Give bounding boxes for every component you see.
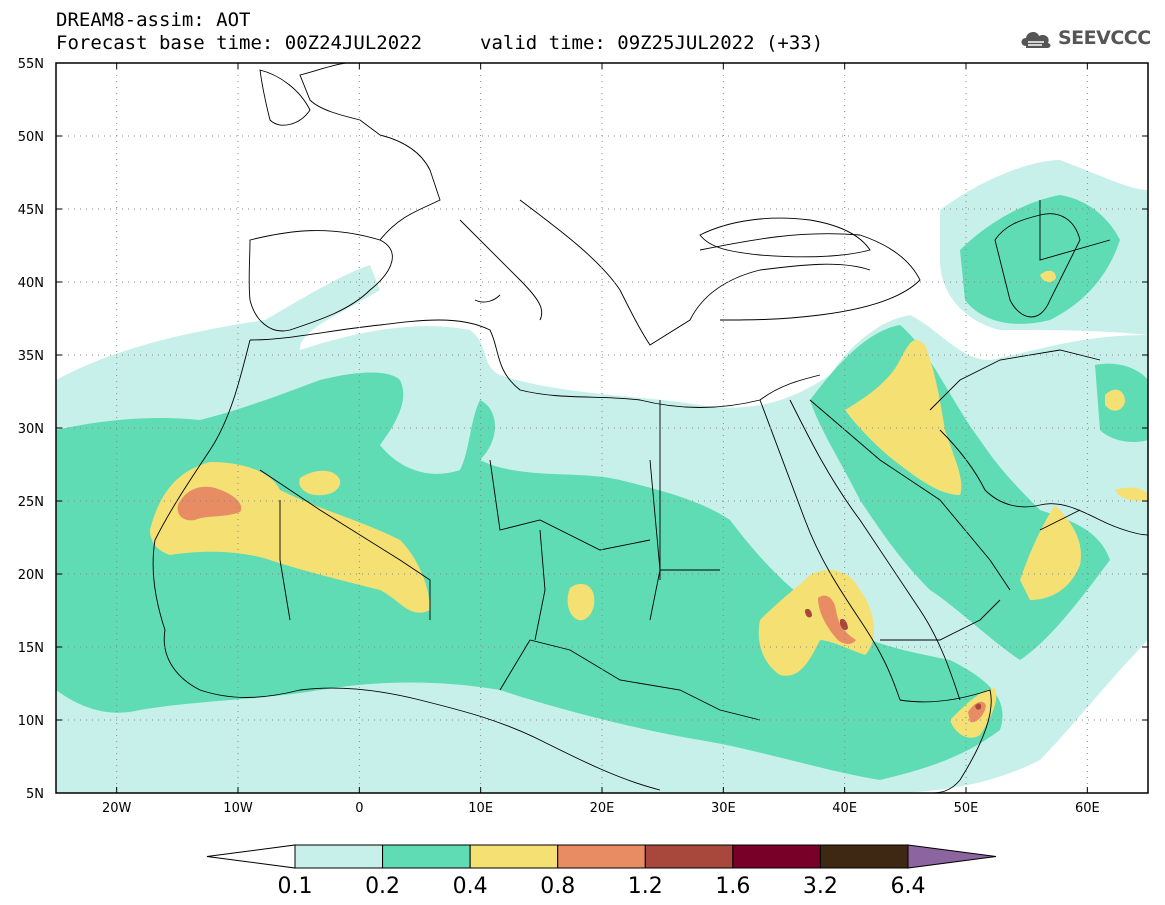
lon-label: 10E bbox=[468, 801, 493, 816]
lon-label: 50E bbox=[954, 801, 979, 816]
colorbar-segment bbox=[294, 844, 384, 869]
cloud-icon bbox=[1021, 32, 1051, 48]
seevccc-logo: SEEVCCC bbox=[1018, 26, 1151, 50]
coastlines-borders bbox=[152, 63, 1148, 793]
aot-0.4-sudan bbox=[758, 570, 875, 676]
colorbar-segment bbox=[469, 844, 559, 869]
coast-italy bbox=[459, 219, 543, 321]
border-yemen bbox=[880, 599, 1001, 641]
lat-label: 5N bbox=[26, 787, 44, 802]
aot-0.4-iran bbox=[1105, 389, 1125, 411]
longitude-labels: 20W 10W 0 10E 20E 30E 40E 50E 60E bbox=[102, 801, 1100, 816]
colorbar-labels: 0.1 0.2 0.4 0.8 1.2 1.6 3.2 6.4 bbox=[278, 874, 926, 899]
latitude-labels: 55N 50N 45N 40N 35N 30N 25N 20N 15N 10N 5N bbox=[18, 57, 44, 802]
aot-0.4-iraq bbox=[845, 340, 962, 495]
coast-caspian bbox=[994, 213, 1081, 318]
lat-label: 25N bbox=[18, 495, 44, 510]
border-libya-egypt bbox=[489, 400, 661, 580]
border-algeria-mali bbox=[259, 469, 431, 621]
aot-0.2-sahara-west bbox=[56, 372, 1003, 780]
lat-label: 50N bbox=[18, 130, 44, 145]
aot-field bbox=[56, 160, 1148, 793]
map-title: DREAM8-assim: AOT bbox=[56, 9, 251, 31]
colorbar-segment bbox=[382, 844, 471, 869]
lon-label: 0 bbox=[355, 801, 363, 816]
aot-1.2-sudan bbox=[805, 608, 812, 618]
border-central-africa bbox=[499, 639, 761, 721]
coast-balkans-greece bbox=[519, 199, 871, 346]
colorbar-label: 0.1 bbox=[278, 874, 313, 899]
border-iran bbox=[929, 349, 1101, 411]
colorbar-segment bbox=[557, 844, 646, 869]
colorbar-over-triangle bbox=[907, 844, 997, 869]
lat-label: 35N bbox=[18, 349, 44, 364]
colorbar-label: 6.4 bbox=[891, 874, 926, 899]
colorbar-label: 0.4 bbox=[453, 874, 488, 899]
lon-label: 60E bbox=[1075, 801, 1100, 816]
aot-1.2-somalia bbox=[975, 703, 982, 710]
aot-0.8-western-sahara bbox=[177, 486, 242, 521]
lon-label: 40E bbox=[832, 801, 857, 816]
aot-1.2-eritrea bbox=[840, 618, 848, 631]
colorbar bbox=[206, 844, 997, 869]
aot-0.4-arabia-east bbox=[1115, 487, 1148, 501]
lat-label: 15N bbox=[18, 641, 44, 656]
lat-label: 40N bbox=[18, 276, 44, 291]
colorbar-segment bbox=[732, 844, 821, 869]
lon-label: 20W bbox=[102, 801, 132, 816]
colorbar-segment bbox=[644, 844, 734, 869]
colorbar-label: 1.6 bbox=[715, 874, 750, 899]
border-saudi bbox=[809, 399, 1081, 591]
lat-label: 45N bbox=[18, 203, 44, 218]
axis-ticks bbox=[56, 62, 1148, 794]
colorbar-under-triangle bbox=[206, 844, 296, 869]
aot-0.4-oman bbox=[1020, 505, 1081, 600]
coast-france-europe bbox=[299, 63, 441, 241]
aot-0.4-kazakh bbox=[1040, 270, 1056, 283]
forecast-base-time: Forecast base time: 00Z24JUL2022 bbox=[56, 32, 423, 54]
colorbar-segment bbox=[819, 844, 909, 869]
coast-west-africa bbox=[152, 339, 661, 791]
coast-red-sea bbox=[759, 399, 961, 701]
colorbar-label: 3.2 bbox=[803, 874, 838, 899]
border-kazakh bbox=[1039, 200, 1111, 261]
lat-label: 30N bbox=[18, 422, 44, 437]
aot-0.4-algeria bbox=[299, 470, 341, 496]
coast-horn-africa bbox=[899, 689, 992, 793]
colorbar-label: 1.2 bbox=[628, 874, 663, 899]
aot-0.4-chad bbox=[567, 583, 595, 621]
aot-0.8-somalia bbox=[968, 701, 986, 723]
colorbar-label: 0.8 bbox=[540, 874, 575, 899]
coast-north-africa bbox=[249, 319, 821, 408]
lat-label: 10N bbox=[18, 714, 44, 729]
logo-text: SEEVCCC bbox=[1058, 27, 1151, 49]
colorbar-label: 0.2 bbox=[365, 874, 400, 899]
lon-label: 30E bbox=[711, 801, 736, 816]
coast-arabia-gulf bbox=[939, 429, 1148, 536]
lat-label: 55N bbox=[18, 57, 44, 72]
coast-turkey bbox=[699, 233, 921, 321]
lon-label: 10W bbox=[223, 801, 253, 816]
coast-iberia bbox=[248, 230, 393, 332]
lon-label: 20E bbox=[590, 801, 615, 816]
lat-lon-grid bbox=[56, 63, 1148, 793]
coast-black-sea bbox=[699, 217, 871, 258]
valid-time: valid time: 09Z25JUL2022 (+33) bbox=[480, 32, 824, 54]
lat-label: 20N bbox=[18, 568, 44, 583]
coast-uk bbox=[259, 69, 311, 126]
aot-0.8-eritrea bbox=[818, 595, 856, 644]
